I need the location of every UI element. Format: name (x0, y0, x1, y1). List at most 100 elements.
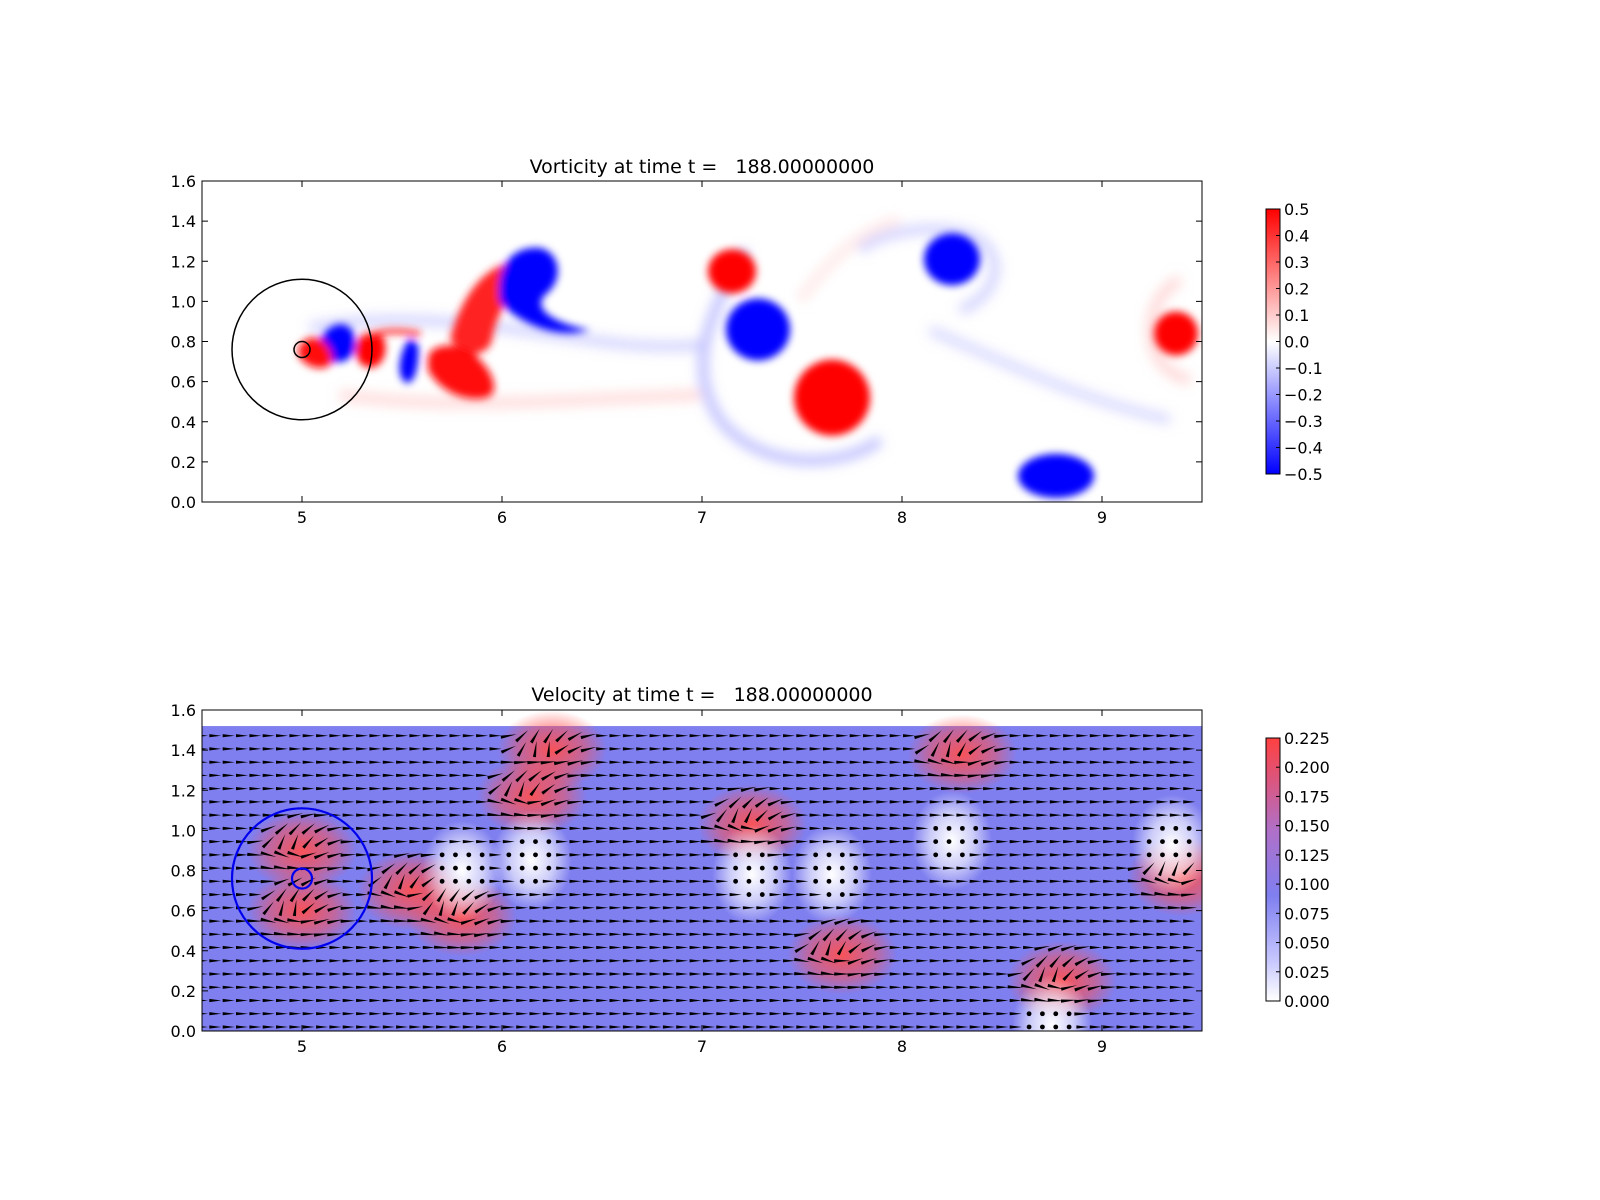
velocity-quiver-arrow (447, 932, 464, 936)
velocity-quiver-arrow (529, 985, 542, 989)
velocity-quiver-arrow (1049, 826, 1062, 830)
velocity-quiver-arrow (916, 1025, 929, 1029)
velocity-quiver-arrow (329, 972, 342, 976)
velocity-quiver-dot (853, 878, 859, 884)
velocity-quiver-arrow (356, 998, 369, 1003)
velocity-quiver-dot (519, 839, 525, 845)
velocity-quiver-arrow (742, 919, 755, 923)
velocity-quiver-arrow (740, 825, 757, 830)
velocity-quiver-arrow (742, 906, 755, 910)
velocity-quiver-arrow (1103, 866, 1116, 870)
velocity-quiver-arrow (209, 840, 222, 844)
velocity-quiver-arrow (542, 959, 555, 963)
velocity-quiver-dot (533, 852, 538, 858)
velocity-quiver-arrow (1156, 760, 1169, 764)
velocity-quiver-arrow (783, 959, 795, 963)
velocity-quiver-arrow (1063, 747, 1076, 751)
velocity-quiver-arrow (476, 998, 489, 1003)
velocity-quiver-arrow (889, 747, 902, 751)
velocity-quiver-arrow (1089, 853, 1102, 857)
velocity-quiver-arrow (996, 840, 1009, 844)
velocity-quiver-arrow (954, 773, 971, 777)
velocity-quiver-arrow (1089, 747, 1102, 751)
velocity-quiver-arrow (236, 998, 248, 1003)
velocity-quiver-arrow (609, 879, 622, 883)
velocity-quiver-arrow (409, 734, 422, 738)
velocity-quiver-arrow (249, 1012, 262, 1016)
velocity-quiver-arrow (342, 760, 355, 764)
velocity-quiver-arrow (969, 800, 982, 804)
velocity-quiver-arrow (289, 734, 302, 738)
velocity-quiver-arrow (969, 813, 982, 817)
vorticity-y-tick-label: 1.0 (171, 292, 196, 311)
velocity-quiver-arrow (636, 932, 649, 936)
velocity-quiver-arrow (849, 813, 862, 817)
velocity-quiver-arrow (1169, 959, 1182, 963)
velocity-quiver-arrow (1116, 959, 1129, 963)
velocity-quiver-arrow (702, 734, 715, 738)
velocity-quiver-arrow (556, 945, 569, 950)
velocity-quiver-arrow (676, 773, 689, 777)
velocity-slow-region (712, 824, 792, 925)
velocity-quiver-arrow (807, 956, 824, 964)
velocity-quiver-arrow (1129, 932, 1142, 936)
velocity-quiver-arrow (596, 998, 609, 1003)
velocity-y-tick-label: 0.4 (171, 942, 196, 961)
velocity-quiver-arrow (222, 773, 235, 777)
velocity-quiver-arrow (381, 863, 396, 875)
velocity-quiver-arrow (247, 906, 264, 911)
velocity-quiver-arrow (849, 998, 862, 1003)
velocity-quiver-arrow (382, 945, 395, 950)
velocity-quiver-arrow (382, 734, 395, 738)
velocity-quiver-arrow (1034, 945, 1051, 951)
velocity-quiver-arrow (1116, 985, 1129, 989)
velocity-quiver-arrow (983, 1012, 996, 1016)
velocity-quiver-arrow (1020, 998, 1038, 1002)
velocity-quiver-arrow (636, 773, 649, 777)
velocity-quiver-arrow (756, 932, 769, 936)
velocity-quiver-arrow (916, 972, 929, 976)
velocity-quiver-arrow (1143, 932, 1156, 936)
velocity-quiver-arrow (876, 866, 889, 870)
velocity-quiver-arrow (262, 998, 275, 1003)
velocity-quiver-arrow (769, 906, 782, 910)
velocity-quiver-arrow (473, 933, 491, 938)
velocity-quiver-arrow (422, 760, 435, 764)
velocity-quiver-arrow (476, 773, 489, 777)
velocity-quiver-arrow (409, 800, 422, 804)
vorticity-colorbar-tick-label: 0.0 (1284, 333, 1309, 352)
velocity-quiver-arrow (636, 800, 649, 804)
vorticity-y-tick-label: 0.4 (171, 413, 196, 432)
velocity-quiver-arrow (1074, 1012, 1091, 1016)
velocity-quiver-arrow (1089, 893, 1102, 897)
velocity-quiver-arrow (716, 760, 729, 764)
velocity-quiver-arrow (262, 985, 275, 989)
velocity-quiver-arrow (422, 813, 435, 817)
velocity-quiver-arrow (502, 985, 515, 989)
velocity-quiver-arrow (396, 998, 409, 1003)
velocity-quiver-arrow (380, 919, 397, 923)
velocity-quiver-arrow (1076, 932, 1089, 936)
velocity-quiver-arrow (327, 892, 344, 899)
velocity-quiver-arrow (596, 760, 609, 764)
velocity-quiver-arrow (1009, 932, 1022, 936)
velocity-quiver-arrow (1049, 954, 1061, 968)
velocity-quiver-arrow (1156, 747, 1169, 751)
velocity-quiver-arrow (1183, 998, 1196, 1003)
velocity-quiver-arrow (474, 946, 491, 950)
velocity-quiver-arrow (502, 1025, 515, 1029)
velocity-quiver-arrow (449, 826, 462, 830)
velocity-quiver-arrow (409, 932, 422, 936)
velocity-quiver-arrow (262, 972, 275, 976)
velocity-quiver-arrow (957, 741, 967, 757)
velocity-quiver-arrow (636, 879, 649, 883)
velocity-quiver-arrow (382, 747, 395, 751)
velocity-quiver-arrow (636, 1012, 649, 1016)
velocity-quiver-arrow (969, 985, 982, 989)
velocity-quiver-arrow (382, 840, 395, 844)
velocity-quiver-arrow (940, 758, 957, 765)
velocity-quiver-arrow (396, 773, 409, 777)
velocity-quiver-arrow (222, 760, 235, 764)
velocity-quiver-arrow (1063, 787, 1076, 791)
